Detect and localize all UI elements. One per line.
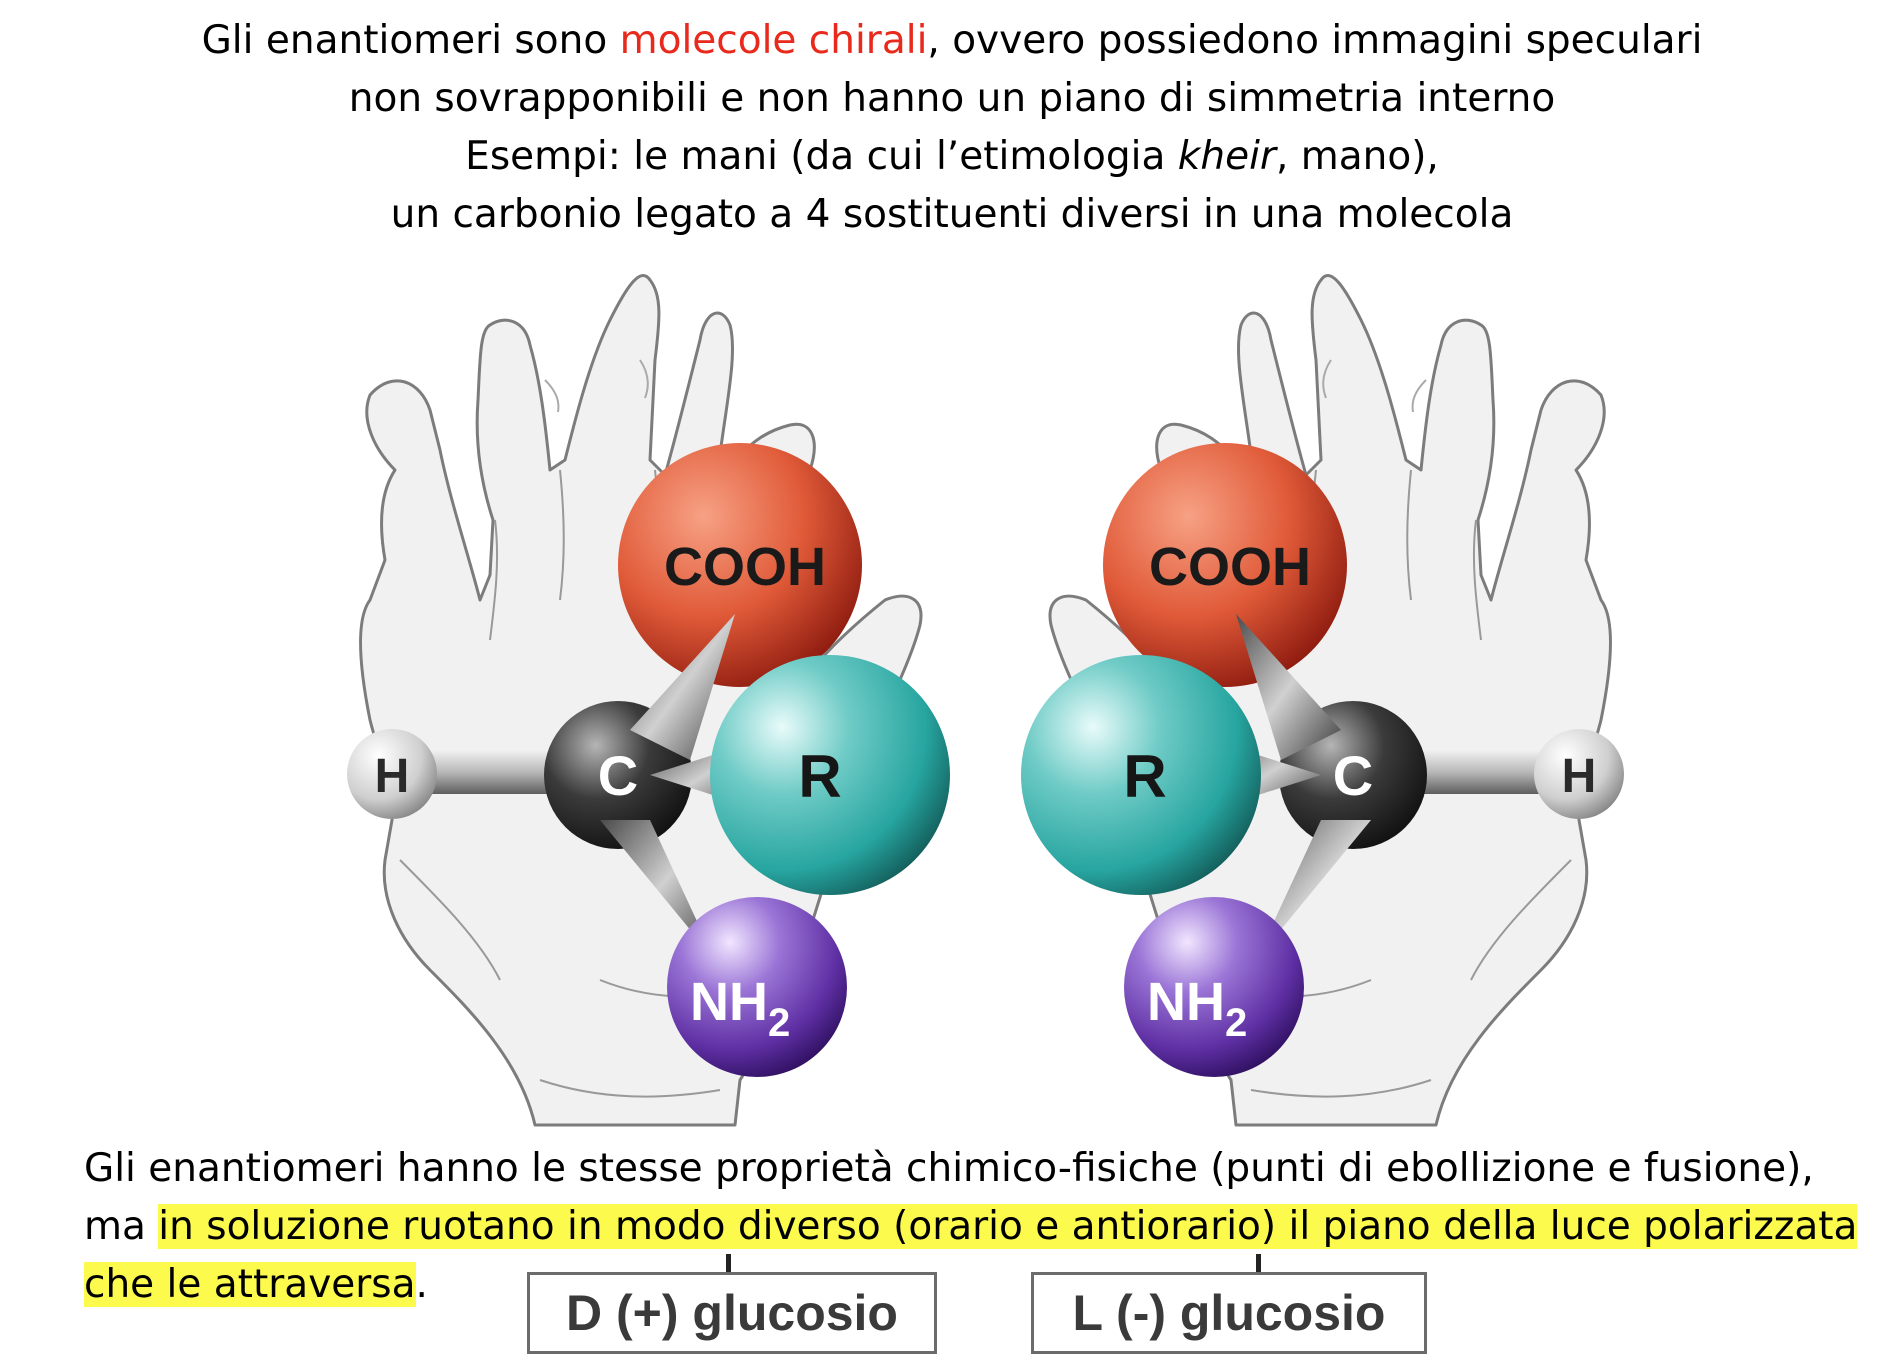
- intro-line-2: non sovrapponibili e non hanno un piano …: [348, 76, 1556, 121]
- right-molecule: COOH H C R NH2: [1021, 443, 1624, 1077]
- left-nh2-sphere: [667, 897, 847, 1077]
- left-molecule: COOH H C R NH2: [347, 443, 950, 1077]
- left-r-sphere: [710, 655, 950, 895]
- right-wedge-nh2: [1256, 820, 1371, 960]
- right-carbon-label: C: [1333, 744, 1373, 807]
- bottom-line-2: ma in soluzione ruotano in modo diverso …: [84, 1204, 1858, 1249]
- l-glucose-label-box: L (-) glucosio: [1031, 1272, 1427, 1354]
- bottom-line-1: Gli enantiomeri hanno le stesse propriet…: [84, 1146, 1814, 1191]
- intro-line-3: Esempi: le mani (da cui l’etimologia khe…: [465, 134, 1439, 179]
- highlighted-text-1: in soluzione ruotano in modo diverso (or…: [158, 1204, 1858, 1249]
- chiral-molecules-term: molecole chirali: [619, 18, 928, 63]
- left-connector-tick: [726, 1254, 731, 1274]
- right-nh2-sphere: [1124, 897, 1304, 1077]
- right-h-label: H: [1562, 750, 1597, 803]
- left-r-label: R: [798, 743, 841, 810]
- left-h-sphere: [347, 729, 437, 819]
- intro-text: Gli enantiomeri sono molecole chirali, o…: [0, 12, 1904, 244]
- intro-line-4: un carbonio legato a 4 sostituenti diver…: [390, 192, 1514, 237]
- left-carbon-label: C: [598, 744, 638, 807]
- bottom-line-3: che le attraversa.: [84, 1262, 428, 1307]
- right-r-sphere: [1021, 655, 1261, 895]
- right-wedge-cooh: [1236, 614, 1341, 760]
- bottom-text: Gli enantiomeri hanno le stesse propriet…: [84, 1140, 1874, 1314]
- right-cooh-sphere: [1103, 443, 1347, 687]
- right-nh2-label: NH2: [1147, 972, 1247, 1045]
- left-cooh-sphere: [618, 443, 862, 687]
- left-cooh-label: COOH: [664, 537, 826, 597]
- right-r-label: R: [1123, 743, 1166, 810]
- intro-line-1: Gli enantiomeri sono molecole chirali, o…: [201, 18, 1703, 63]
- left-nh2-label: NH2: [690, 972, 790, 1045]
- right-h-sphere: [1534, 729, 1624, 819]
- d-glucose-label-box: D (+) glucosio: [527, 1272, 937, 1354]
- left-h-label: H: [375, 750, 410, 803]
- left-wedge-nh2: [600, 820, 715, 960]
- d-glucose-label: D (+) glucosio: [566, 1285, 898, 1341]
- etymology-term: kheir: [1177, 134, 1276, 179]
- left-wedge-cooh: [630, 614, 735, 760]
- right-connector-tick: [1256, 1254, 1261, 1274]
- right-cooh-label: COOH: [1149, 537, 1311, 597]
- highlighted-text-2: che le attraversa: [84, 1262, 416, 1307]
- l-glucose-label: L (-) glucosio: [1072, 1285, 1386, 1341]
